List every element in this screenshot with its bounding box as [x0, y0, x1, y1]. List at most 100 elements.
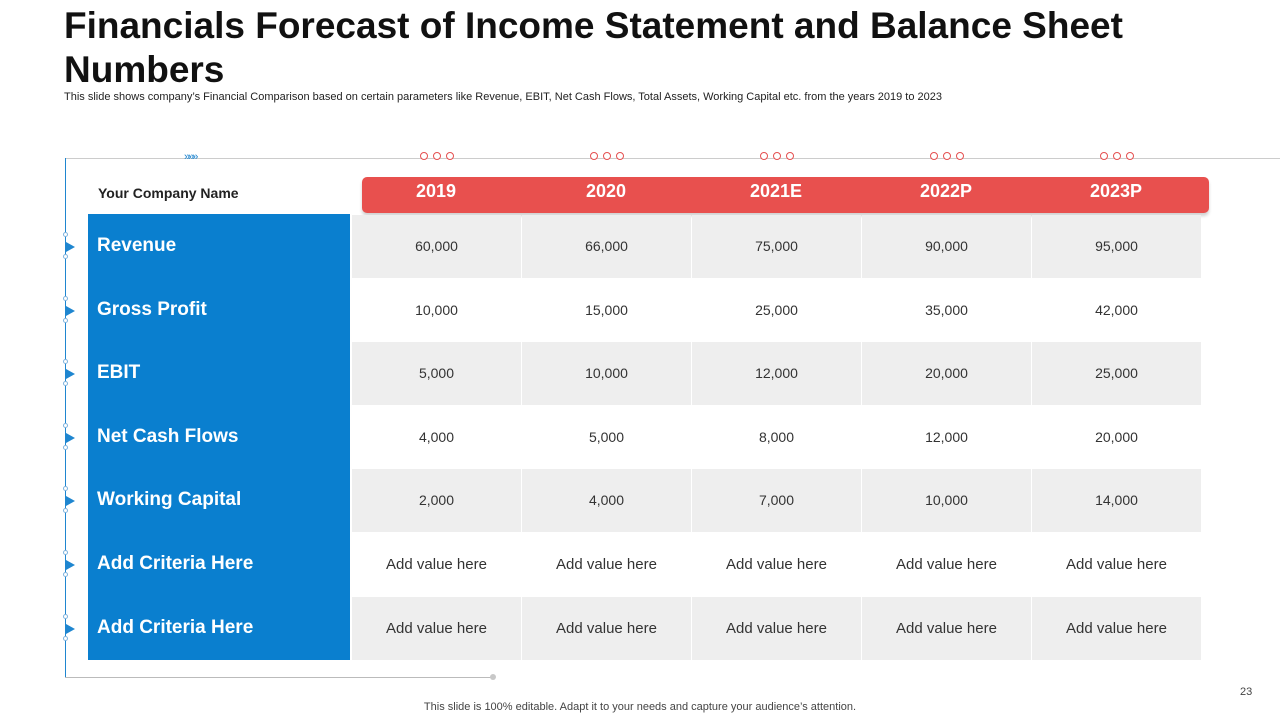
table-cell: 12,000 — [692, 342, 861, 406]
decor-circles-icon — [412, 152, 462, 160]
table-cell: 2,000 — [352, 469, 521, 533]
tick-dot-icon — [63, 359, 68, 365]
flag-triangle-icon — [66, 432, 75, 443]
tick-dot-icon — [63, 422, 68, 428]
row-marker-icon — [60, 422, 75, 453]
circle-icon — [772, 152, 781, 160]
table-cell: 60,000 — [352, 215, 521, 278]
row-marker-icon — [60, 232, 75, 262]
criteria-label: Gross Profit — [97, 298, 207, 320]
tick-dot-icon — [63, 635, 68, 641]
criteria-label: EBIT — [97, 362, 141, 384]
circle-icon — [602, 152, 611, 160]
table-cell: 14,000 — [1032, 469, 1201, 533]
table-cell: Add value here — [522, 533, 691, 596]
circle-icon — [589, 152, 598, 160]
tick-dot-icon — [63, 254, 68, 259]
circle-icon — [445, 152, 454, 160]
circle-icon — [785, 152, 794, 160]
table-cell: 66,000 — [522, 215, 691, 278]
table-cell: 25,000 — [692, 278, 861, 342]
table-cell: Add value here — [1032, 533, 1201, 596]
table-cell: Add value here — [692, 596, 861, 660]
table-cell: 8,000 — [692, 405, 861, 469]
flag-triangle-icon — [66, 242, 75, 252]
slide-subtitle: This slide shows company’s Financial Com… — [64, 91, 942, 103]
table-cell: 4,000 — [522, 469, 691, 533]
criteria-label: Add Criteria Here — [97, 616, 254, 638]
row-marker-icon — [60, 550, 75, 580]
table-cell: 15,000 — [522, 278, 691, 342]
table-cell: 42,000 — [1032, 278, 1201, 342]
tick-dot-icon — [63, 486, 68, 492]
circle-icon — [942, 152, 951, 160]
decor-circles-icon — [1092, 152, 1142, 160]
circle-icon — [419, 152, 428, 160]
table-cell: 35,000 — [862, 278, 1031, 342]
tick-dot-icon — [63, 317, 68, 323]
flag-triangle-icon — [66, 560, 75, 570]
flag-triangle-icon — [66, 623, 75, 634]
row-marker-icon — [60, 486, 75, 516]
table-cell: Add value here — [1032, 596, 1201, 660]
tick-dot-icon — [63, 232, 68, 237]
criteria-label: Working Capital — [97, 489, 242, 511]
table-cell: 10,000 — [862, 469, 1031, 533]
tick-dot-icon — [63, 613, 68, 619]
criteria-label: Revenue — [97, 235, 177, 256]
table-cell: 20,000 — [862, 342, 1031, 406]
table-cell: Add value here — [862, 596, 1031, 660]
tick-dot-icon — [63, 295, 68, 301]
decor-circles-icon — [922, 152, 972, 160]
table-cell: 5,000 — [352, 342, 521, 406]
decor-circles-icon — [752, 152, 802, 160]
tick-dot-icon — [63, 444, 68, 450]
criteria-label: Net Cash Flows — [97, 425, 239, 447]
flag-triangle-icon — [66, 496, 75, 507]
tick-dot-icon — [63, 381, 68, 387]
year-header: 2022P — [919, 181, 973, 201]
table-cell: Add value here — [352, 596, 521, 660]
year-header: 2021E — [749, 181, 803, 201]
year-header: 2019 — [415, 181, 457, 201]
table-cell: 10,000 — [352, 278, 521, 342]
table-cell: 12,000 — [862, 405, 1031, 469]
table-cell: Add value here — [692, 533, 861, 596]
table-cell: 7,000 — [692, 469, 861, 533]
chevrons-icon: »»» — [184, 151, 198, 163]
table-cell: 5,000 — [522, 405, 691, 469]
table-cell: Add value here — [522, 596, 691, 660]
year-header-bar — [362, 177, 1209, 213]
frame-bottom-line — [65, 677, 493, 678]
circle-icon — [1125, 152, 1134, 160]
criteria-panel — [88, 214, 350, 660]
flag-triangle-icon — [66, 305, 75, 316]
table-cell: 10,000 — [522, 342, 691, 406]
row-marker-icon — [60, 613, 75, 644]
table-cell: Add value here — [862, 533, 1031, 596]
table-cell: 90,000 — [862, 215, 1031, 278]
circle-icon — [1099, 152, 1108, 160]
slide-title: Financials Forecast of Income Statement … — [64, 5, 1123, 90]
table-cell: 75,000 — [692, 215, 861, 278]
row-marker-icon — [60, 295, 75, 326]
year-header: 2020 — [585, 181, 627, 201]
frame-top-line — [65, 158, 1280, 159]
page-number: 23 — [1240, 686, 1253, 698]
decor-circles-icon — [582, 152, 632, 160]
slide-footer: This slide is 100% editable. Adapt it to… — [423, 701, 857, 713]
year-header: 2023P — [1089, 181, 1143, 201]
company-name-label: Your Company Name — [98, 185, 239, 201]
table-cell: Add value here — [352, 533, 521, 596]
circle-icon — [929, 152, 938, 160]
frame-left-line — [65, 158, 66, 677]
table-cell: 25,000 — [1032, 342, 1201, 406]
circle-icon — [759, 152, 768, 160]
table-cell: 4,000 — [352, 405, 521, 469]
table-cell: 95,000 — [1032, 215, 1201, 278]
circle-icon — [955, 152, 964, 160]
table-cell: 20,000 — [1032, 405, 1201, 469]
tick-dot-icon — [63, 550, 68, 555]
circle-icon — [1112, 152, 1121, 160]
flag-triangle-icon — [66, 369, 75, 380]
